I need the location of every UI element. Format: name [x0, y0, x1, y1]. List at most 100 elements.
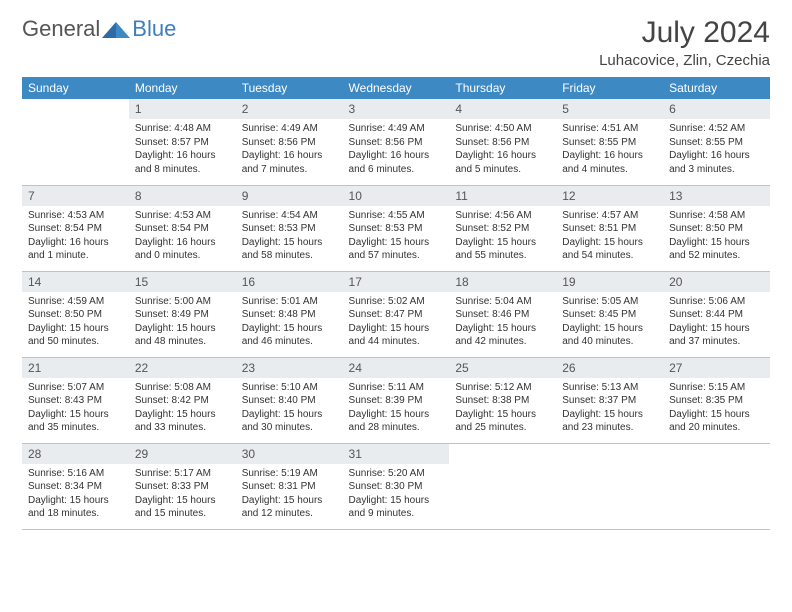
sunset: Sunset: 8:31 PM [242, 480, 337, 494]
day-cell: 19Sunrise: 5:05 AMSunset: 8:45 PMDayligh… [556, 271, 663, 357]
day-text: Sunrise: 5:20 AMSunset: 8:30 PMDaylight:… [343, 464, 450, 525]
sunset: Sunset: 8:30 PM [349, 480, 444, 494]
sunrise: Sunrise: 5:13 AM [562, 381, 657, 395]
week-row: 21Sunrise: 5:07 AMSunset: 8:43 PMDayligh… [22, 357, 770, 443]
day-cell: 23Sunrise: 5:10 AMSunset: 8:40 PMDayligh… [236, 357, 343, 443]
day-cell: 24Sunrise: 5:11 AMSunset: 8:39 PMDayligh… [343, 357, 450, 443]
day-number: 15 [129, 272, 236, 292]
sunrise: Sunrise: 4:55 AM [349, 209, 444, 223]
day-number: 7 [22, 186, 129, 206]
day-cell: 1Sunrise: 4:48 AMSunset: 8:57 PMDaylight… [129, 99, 236, 185]
sunrise: Sunrise: 5:19 AM [242, 467, 337, 481]
day-text: Sunrise: 5:12 AMSunset: 8:38 PMDaylight:… [449, 378, 556, 439]
day-number: 9 [236, 186, 343, 206]
day-text: Sunrise: 5:07 AMSunset: 8:43 PMDaylight:… [22, 378, 129, 439]
sunset: Sunset: 8:40 PM [242, 394, 337, 408]
day-number: 28 [22, 444, 129, 464]
sunrise: Sunrise: 4:56 AM [455, 209, 550, 223]
sunset: Sunset: 8:53 PM [349, 222, 444, 236]
sunset: Sunset: 8:46 PM [455, 308, 550, 322]
daylight: Daylight: 16 hours and 1 minute. [28, 236, 123, 263]
day-number: 3 [343, 99, 450, 119]
day-cell: 6Sunrise: 4:52 AMSunset: 8:55 PMDaylight… [663, 99, 770, 185]
header: General Blue July 2024 Luhacovice, Zlin,… [22, 16, 770, 69]
daylight: Daylight: 15 hours and 54 minutes. [562, 236, 657, 263]
day-number: 18 [449, 272, 556, 292]
daylight: Daylight: 15 hours and 55 minutes. [455, 236, 550, 263]
calendar-table: Sunday Monday Tuesday Wednesday Thursday… [22, 77, 770, 530]
sunset: Sunset: 8:34 PM [28, 480, 123, 494]
day-text: Sunrise: 5:11 AMSunset: 8:39 PMDaylight:… [343, 378, 450, 439]
day-number: 25 [449, 358, 556, 378]
daylight: Daylight: 15 hours and 44 minutes. [349, 322, 444, 349]
sunset: Sunset: 8:43 PM [28, 394, 123, 408]
sunrise: Sunrise: 5:07 AM [28, 381, 123, 395]
day-number: 23 [236, 358, 343, 378]
day-number: 19 [556, 272, 663, 292]
day-header: Thursday [449, 77, 556, 99]
sunset: Sunset: 8:56 PM [242, 136, 337, 150]
sunset: Sunset: 8:55 PM [669, 136, 764, 150]
day-number: 13 [663, 186, 770, 206]
sunrise: Sunrise: 5:01 AM [242, 295, 337, 309]
day-cell: 21Sunrise: 5:07 AMSunset: 8:43 PMDayligh… [22, 357, 129, 443]
daylight: Daylight: 15 hours and 35 minutes. [28, 408, 123, 435]
sunrise: Sunrise: 4:58 AM [669, 209, 764, 223]
day-cell: 28Sunrise: 5:16 AMSunset: 8:34 PMDayligh… [22, 443, 129, 529]
daylight: Daylight: 15 hours and 42 minutes. [455, 322, 550, 349]
day-number: 22 [129, 358, 236, 378]
sunset: Sunset: 8:35 PM [669, 394, 764, 408]
sunrise: Sunrise: 5:11 AM [349, 381, 444, 395]
day-number: 17 [343, 272, 450, 292]
daylight: Daylight: 15 hours and 23 minutes. [562, 408, 657, 435]
sunset: Sunset: 8:52 PM [455, 222, 550, 236]
sunrise: Sunrise: 4:53 AM [135, 209, 230, 223]
day-text: Sunrise: 4:52 AMSunset: 8:55 PMDaylight:… [663, 119, 770, 180]
sunrise: Sunrise: 5:16 AM [28, 467, 123, 481]
day-text: Sunrise: 5:10 AMSunset: 8:40 PMDaylight:… [236, 378, 343, 439]
daylight: Daylight: 16 hours and 3 minutes. [669, 149, 764, 176]
sunrise: Sunrise: 4:54 AM [242, 209, 337, 223]
sunrise: Sunrise: 5:05 AM [562, 295, 657, 309]
daylight: Daylight: 15 hours and 28 minutes. [349, 408, 444, 435]
day-text: Sunrise: 5:04 AMSunset: 8:46 PMDaylight:… [449, 292, 556, 353]
day-number: 24 [343, 358, 450, 378]
sunrise: Sunrise: 4:59 AM [28, 295, 123, 309]
day-cell: 4Sunrise: 4:50 AMSunset: 8:56 PMDaylight… [449, 99, 556, 185]
day-text: Sunrise: 4:51 AMSunset: 8:55 PMDaylight:… [556, 119, 663, 180]
day-text: Sunrise: 5:01 AMSunset: 8:48 PMDaylight:… [236, 292, 343, 353]
month-title: July 2024 [599, 16, 770, 50]
day-text: Sunrise: 4:49 AMSunset: 8:56 PMDaylight:… [343, 119, 450, 180]
daylight: Daylight: 16 hours and 6 minutes. [349, 149, 444, 176]
sunrise: Sunrise: 5:04 AM [455, 295, 550, 309]
day-text: Sunrise: 5:16 AMSunset: 8:34 PMDaylight:… [22, 464, 129, 525]
sunrise: Sunrise: 4:57 AM [562, 209, 657, 223]
day-header: Saturday [663, 77, 770, 99]
sunset: Sunset: 8:38 PM [455, 394, 550, 408]
day-cell: 30Sunrise: 5:19 AMSunset: 8:31 PMDayligh… [236, 443, 343, 529]
day-number: 20 [663, 272, 770, 292]
sunset: Sunset: 8:54 PM [28, 222, 123, 236]
daylight: Daylight: 15 hours and 58 minutes. [242, 236, 337, 263]
sunrise: Sunrise: 5:15 AM [669, 381, 764, 395]
daylight: Daylight: 15 hours and 57 minutes. [349, 236, 444, 263]
day-cell: 27Sunrise: 5:15 AMSunset: 8:35 PMDayligh… [663, 357, 770, 443]
day-text: Sunrise: 4:58 AMSunset: 8:50 PMDaylight:… [663, 206, 770, 267]
daylight: Daylight: 15 hours and 48 minutes. [135, 322, 230, 349]
day-text: Sunrise: 4:59 AMSunset: 8:50 PMDaylight:… [22, 292, 129, 353]
day-number: 14 [22, 272, 129, 292]
day-number: 6 [663, 99, 770, 119]
sunset: Sunset: 8:39 PM [349, 394, 444, 408]
day-cell: 3Sunrise: 4:49 AMSunset: 8:56 PMDaylight… [343, 99, 450, 185]
brand-part1: General [22, 16, 100, 42]
day-text: Sunrise: 4:54 AMSunset: 8:53 PMDaylight:… [236, 206, 343, 267]
day-header: Sunday [22, 77, 129, 99]
day-cell: 8Sunrise: 4:53 AMSunset: 8:54 PMDaylight… [129, 185, 236, 271]
day-number: 26 [556, 358, 663, 378]
sunrise: Sunrise: 4:52 AM [669, 122, 764, 136]
day-text: Sunrise: 4:53 AMSunset: 8:54 PMDaylight:… [22, 206, 129, 267]
day-cell: 5Sunrise: 4:51 AMSunset: 8:55 PMDaylight… [556, 99, 663, 185]
daylight: Daylight: 15 hours and 33 minutes. [135, 408, 230, 435]
day-number: 27 [663, 358, 770, 378]
sunset: Sunset: 8:51 PM [562, 222, 657, 236]
